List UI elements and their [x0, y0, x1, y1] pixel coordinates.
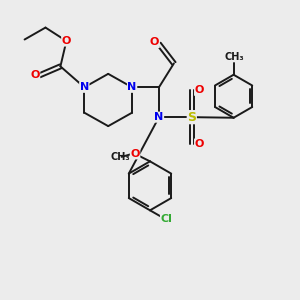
Text: N: N — [80, 82, 89, 92]
Text: S: S — [187, 111, 196, 124]
Text: O: O — [62, 36, 71, 46]
Text: O: O — [195, 85, 204, 95]
Text: CH₃: CH₃ — [224, 52, 244, 62]
Text: O: O — [30, 70, 40, 80]
Text: O: O — [130, 149, 140, 159]
Text: O: O — [150, 38, 159, 47]
Text: Cl: Cl — [160, 214, 172, 224]
Text: O: O — [195, 139, 204, 149]
Text: CH₃: CH₃ — [110, 152, 130, 162]
Text: N: N — [128, 82, 137, 92]
Text: N: N — [154, 112, 164, 122]
